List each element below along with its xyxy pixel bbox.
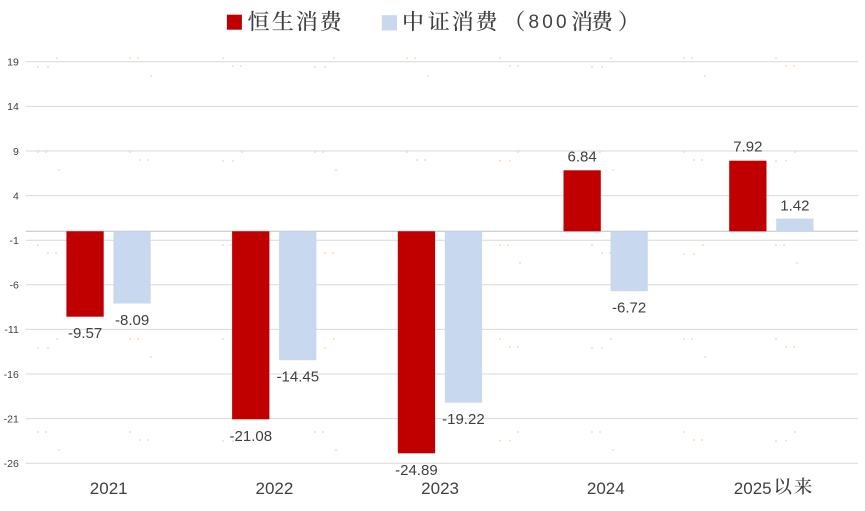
svg-text:-1: -1 <box>9 235 18 247</box>
svg-text:2022: 2022 <box>255 479 293 498</box>
svg-text:9: 9 <box>13 146 19 158</box>
svg-text:19: 19 <box>7 57 19 69</box>
svg-text:2025: 2025 <box>734 479 772 498</box>
svg-text:800: 800 <box>529 12 570 33</box>
svg-text:2021: 2021 <box>90 479 128 498</box>
svg-text:-6: -6 <box>9 280 18 292</box>
svg-text:-9.57: -9.57 <box>68 325 102 342</box>
svg-text:6.84: 6.84 <box>567 148 596 165</box>
svg-text:-8.09: -8.09 <box>115 312 149 329</box>
svg-text:-19.22: -19.22 <box>442 411 485 428</box>
svg-text:-16: -16 <box>4 369 19 381</box>
svg-text:-11: -11 <box>4 324 19 336</box>
svg-text:-24.89: -24.89 <box>395 462 438 479</box>
svg-text:-21: -21 <box>4 413 19 425</box>
svg-text:7.92: 7.92 <box>733 139 762 156</box>
svg-text:-14.45: -14.45 <box>277 369 320 386</box>
svg-text:-26: -26 <box>4 458 19 470</box>
svg-text:-6.72: -6.72 <box>612 300 646 317</box>
svg-text:14: 14 <box>7 101 19 113</box>
svg-text:2024: 2024 <box>587 479 625 498</box>
svg-text:2023: 2023 <box>421 479 459 498</box>
svg-text:1.42: 1.42 <box>780 198 809 215</box>
svg-text:4: 4 <box>13 190 19 202</box>
svg-text:-21.08: -21.08 <box>230 428 273 445</box>
